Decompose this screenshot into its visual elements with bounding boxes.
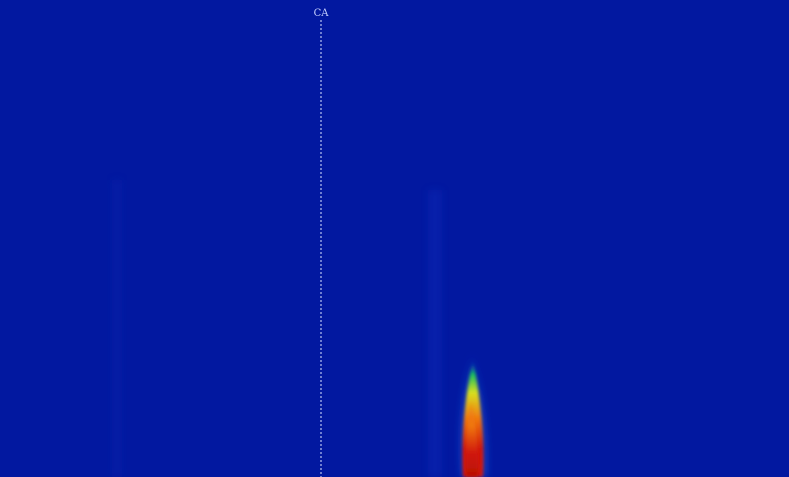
hot-spot: [460, 352, 487, 477]
faint-streak-left: [112, 180, 122, 477]
faint-streak-center: [428, 190, 442, 477]
hot-spot-core: [465, 398, 479, 477]
marker-label: CA: [314, 8, 330, 19]
